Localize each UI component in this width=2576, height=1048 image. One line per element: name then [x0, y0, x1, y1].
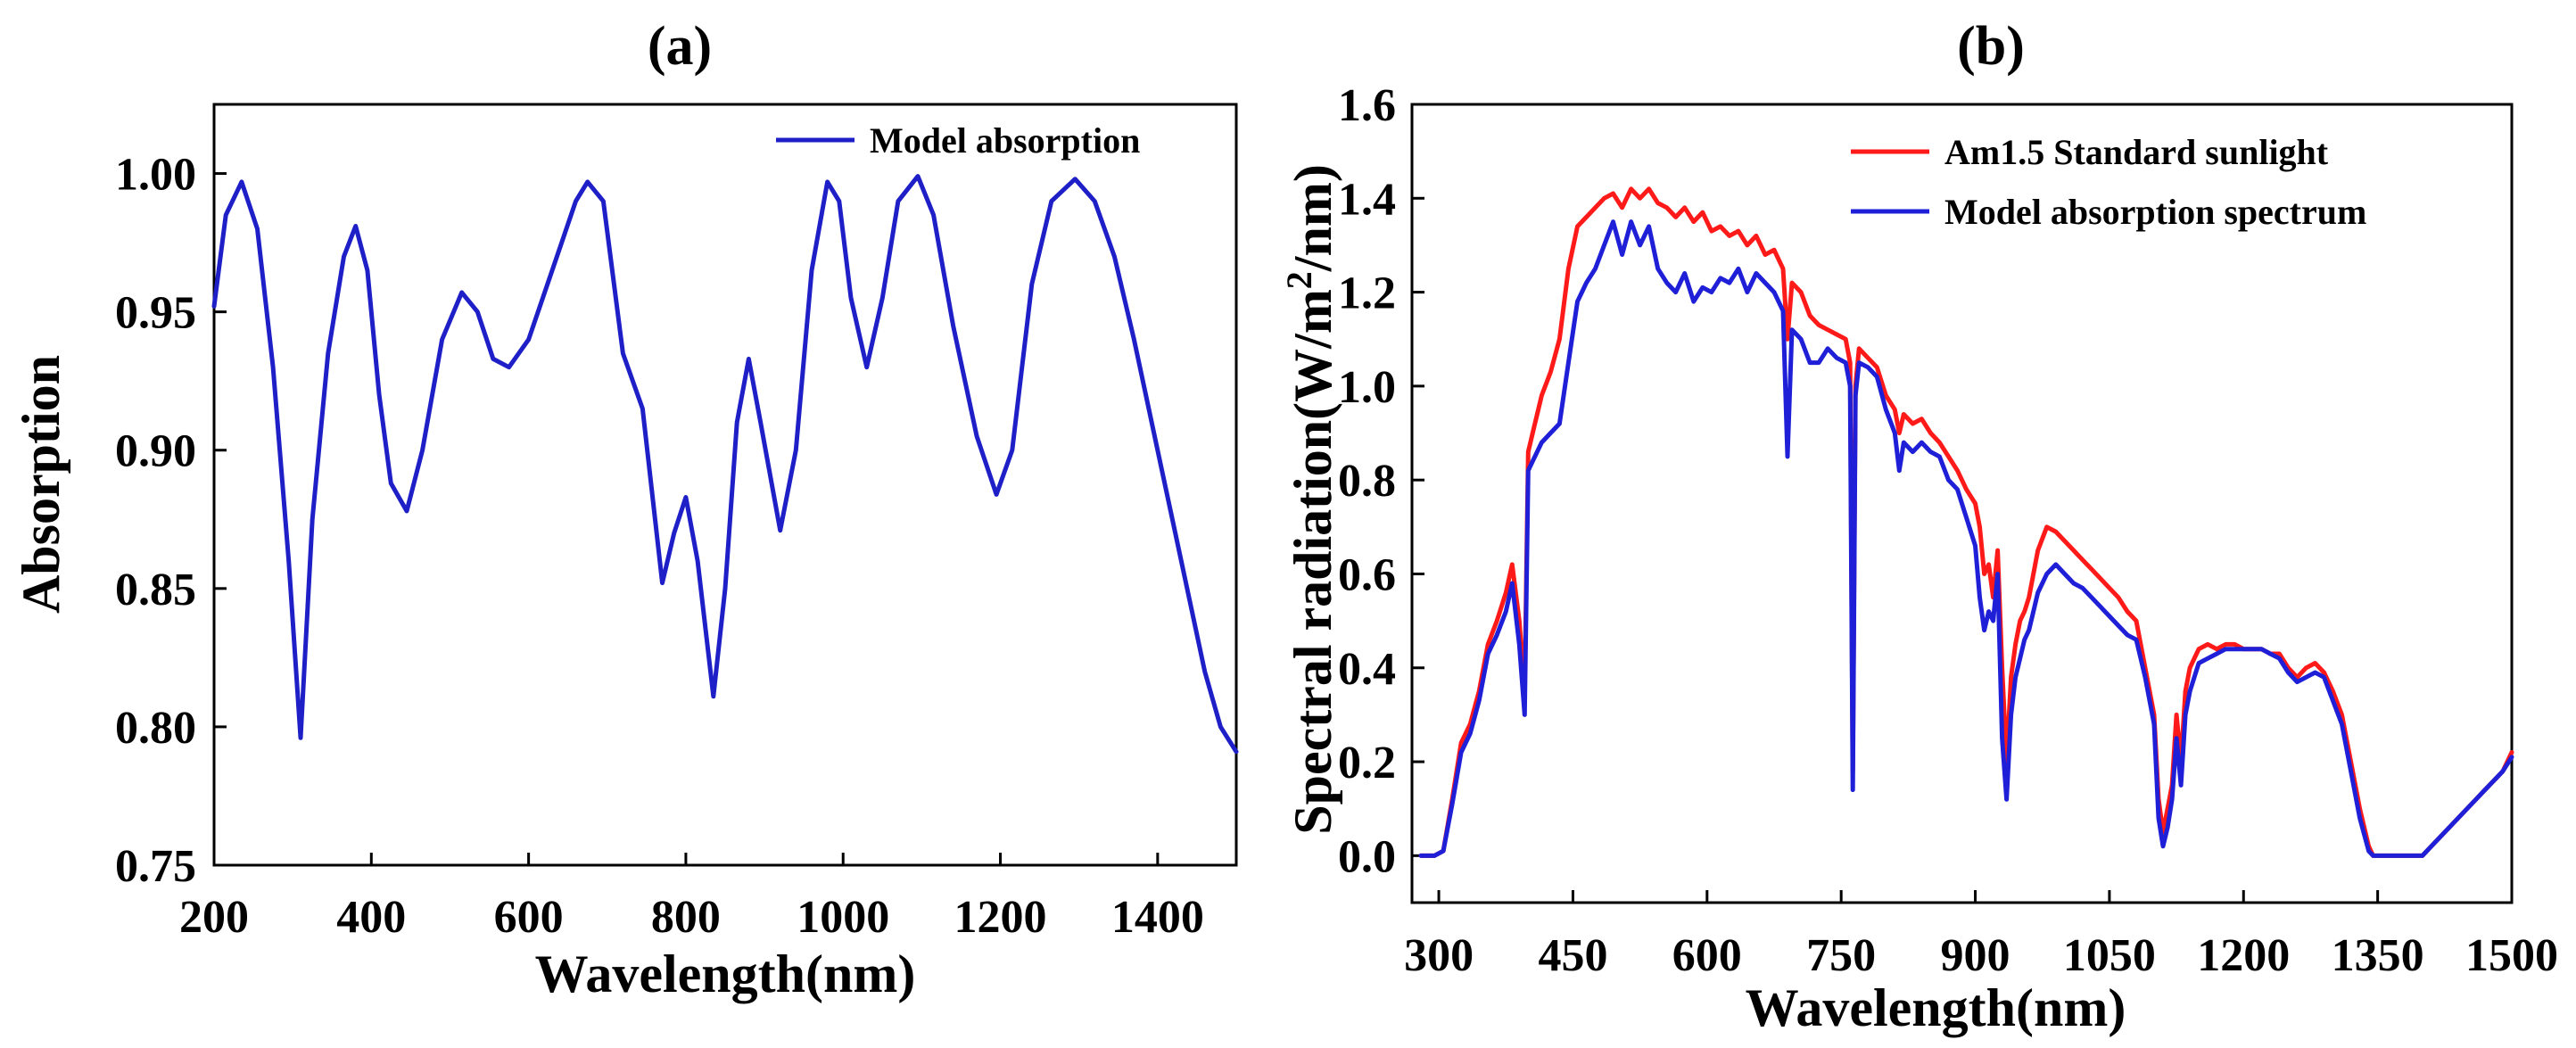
panel-a: (a) 200 400 600 800 1000 1200 1400 0.75 0.80 0.8…: [12, 16, 1239, 1003]
panel-b-x-ticks: 300 450 600 750 900 1050 1200 1350 1500: [1404, 890, 2558, 981]
panel-b-x-tick-label: 1200: [2197, 930, 2290, 981]
panel-a-x-ticks: 200 400 600 800 1000 1200 1400: [179, 853, 1204, 943]
panel-b-x-tick-label: 300: [1404, 930, 1474, 981]
panel-b-x-tick-label: 1050: [2063, 930, 2156, 981]
panel-a-label: (a): [648, 16, 712, 77]
panel-b-x-tick-label: 750: [1806, 930, 1876, 981]
panel-b-label: (b): [1957, 16, 2025, 77]
panel-b-x-tick-label: 450: [1538, 930, 1607, 981]
panel-b-series-line-0: [1418, 186, 2514, 858]
panel-b-x-tick-label: 900: [1941, 930, 2010, 981]
panel-a-x-tick-label: 1200: [954, 892, 1047, 943]
panel-b-y-tick-label: 1.6: [1338, 80, 1396, 131]
panel-a-x-tick-label: 200: [179, 892, 249, 943]
panel-a-y-ticks: 0.75 0.80 0.85 0.90 0.95 1.00: [115, 150, 227, 892]
panel-a-y-tick-label: 0.95: [115, 288, 196, 339]
panel-a-legend-label: Model absorption: [870, 120, 1140, 161]
panel-a-series: [211, 174, 1239, 755]
panel-a-plot-frame: [212, 103, 1238, 867]
panel-a-series-line-0: [211, 174, 1239, 755]
panel-a-y-tick-label: 0.90: [115, 426, 196, 477]
panel-b-y-tick-label: 0.2: [1338, 738, 1396, 788]
panel-b-y-tick-label: 1.2: [1338, 268, 1396, 319]
panel-b-y-tick-label: 0.0: [1338, 831, 1396, 882]
panel-b-y-ticks: 0.0 0.2 0.4 0.6 0.8 1.0 1.2 1.4 1.6: [1338, 80, 1424, 882]
panel-a-y-axis-title: Absorption: [12, 355, 70, 614]
panel-b-y-axis-title-suffix: /nm): [1284, 164, 1342, 272]
panel-b-legend-label-red: Am1.5 Standard sunlight: [1944, 132, 2329, 172]
panel-b-series: [1418, 186, 2514, 858]
panel-a-x-tick-label: 1400: [1111, 892, 1204, 943]
panel-b-y-tick-label: 1.0: [1338, 362, 1396, 413]
panel-b-legend-label-blue: Model absorption spectrum: [1944, 192, 2366, 232]
panel-b-y-tick-label: 1.4: [1338, 174, 1396, 225]
panel-a-y-tick-label: 1.00: [115, 150, 196, 201]
panel-b-x-tick-label: 1500: [2465, 930, 2558, 981]
panel-b-legend: Am1.5 Standard sunlight Model absorption…: [1851, 132, 2366, 232]
panel-a-x-tick-label: 1000: [797, 892, 889, 943]
panel-b-y-tick-label: 0.8: [1338, 456, 1396, 507]
panel-b-x-tick-label: 600: [1672, 930, 1742, 981]
panel-a-y-tick-label: 0.80: [115, 703, 196, 754]
panel-b-y-tick-label: 0.4: [1338, 644, 1396, 695]
panel-b-y-axis-title: Spectral radiation(W/m2/nm): [1279, 164, 1342, 835]
panel-a-x-axis-title: Wavelength(nm): [535, 945, 916, 1003]
panel-b-x-tick-label: 1350: [2332, 930, 2424, 981]
panel-a-x-tick-label: 800: [651, 892, 721, 943]
panel-b-series-line-1: [1418, 219, 2514, 858]
panel-b: (b) 300 450 600 750 900 1050 1200 1350 1500 0.00…: [1279, 16, 2558, 1037]
panel-b-x-axis-title: Wavelength(nm): [1746, 978, 2126, 1037]
panel-b-plot-frame: [1410, 103, 2514, 904]
panel-a-x-tick-label: 600: [494, 892, 564, 943]
panel-a-legend: Model absorption: [776, 120, 1140, 161]
panel-b-y-axis-title-superscript: 2: [1279, 271, 1319, 289]
panel-b-y-tick-label: 0.6: [1338, 549, 1396, 600]
panel-a-x-tick-label: 400: [336, 892, 406, 943]
panel-a-y-tick-label: 0.85: [115, 565, 196, 615]
panel-b-y-axis-title-prefix: Spectral radiation(W/m: [1284, 289, 1342, 835]
panel-a-y-tick-label: 0.75: [115, 841, 196, 892]
